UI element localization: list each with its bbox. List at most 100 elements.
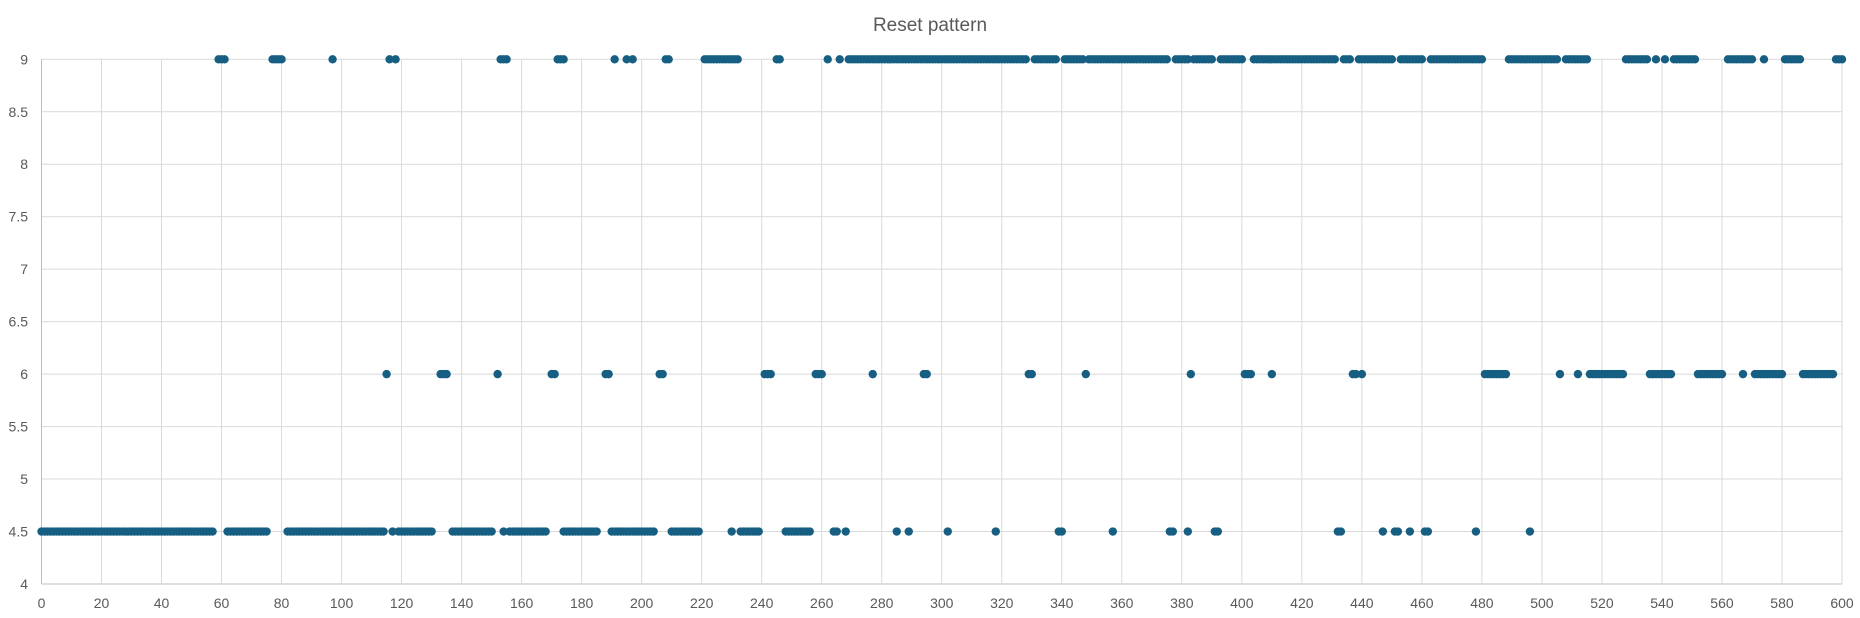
x-tick-label: 0 [38,595,46,611]
y-tick-label: 5.5 [9,419,29,435]
y-axis-ticks: 4 4.5 5 5.5 6 6.5 7 7.5 8 8.5 9 [9,51,29,592]
x-tick-label: 180 [570,595,594,611]
data-point [1207,55,1217,64]
data-point [382,369,391,379]
y-tick-label: 5 [20,471,28,487]
data-point [1618,369,1628,379]
data-point [1237,55,1247,64]
data-point [1108,527,1117,536]
data-point [379,527,388,536]
data-point [991,527,1000,536]
y-tick-label: 8 [20,156,28,172]
data-point [1660,55,1670,64]
data-point [550,369,559,379]
data-point [727,527,736,536]
data-point [388,527,397,536]
data-point [1051,55,1060,64]
y-tick-label: 4.5 [9,524,29,540]
data-point [208,527,217,536]
x-tick-label: 80 [274,595,290,611]
data-point [1651,55,1661,64]
data-point [1168,527,1178,536]
y-tick-label: 7 [20,261,28,277]
data-point [766,369,775,379]
data-point [427,527,436,536]
data-point [220,55,229,64]
y-tick-label: 6 [20,366,28,382]
data-point [823,55,832,64]
data-point [1183,527,1193,536]
x-tick-label: 60 [214,595,230,611]
data-point [775,55,784,64]
x-tick-label: 120 [390,595,414,611]
x-tick-label: 560 [1710,595,1734,611]
data-point [904,527,913,536]
data-point [442,369,451,379]
data-point [1642,55,1652,64]
data-point [604,369,613,379]
x-tick-label: 520 [1590,595,1614,611]
data-point [610,55,619,64]
data-point [694,527,703,536]
data-point [328,55,337,64]
x-tick-label: 140 [450,595,474,611]
x-tick-label: 100 [330,595,354,611]
x-tick-label: 380 [1170,595,1194,611]
data-point [1525,527,1535,536]
data-point [1666,369,1676,379]
data-point [1021,55,1030,64]
data-point [1183,55,1193,64]
data-point [385,55,394,64]
data-point [1330,55,1340,64]
data-point [1555,369,1565,379]
data-point [1405,527,1415,536]
data-point [1738,369,1748,379]
data-point [868,369,877,379]
chart-title: Reset pattern [873,15,987,36]
data-point [1162,55,1172,64]
x-tick-label: 540 [1650,595,1674,611]
data-point [1345,55,1355,64]
data-point [628,55,637,64]
data-point [622,55,631,64]
x-tick-label: 500 [1530,595,1554,611]
data-point [487,527,496,536]
data-point [1837,55,1847,64]
x-tick-label: 460 [1410,595,1434,611]
data-point [817,369,826,379]
data-point [922,369,931,379]
data-point [835,55,844,64]
data-point [1501,369,1511,379]
y-tick-label: 6.5 [9,314,29,330]
data-point [841,527,850,536]
x-tick-label: 400 [1230,595,1254,611]
data-point [1582,55,1592,64]
data-point [1186,369,1196,379]
x-tick-label: 360 [1110,595,1134,611]
x-tick-label: 600 [1830,595,1854,611]
data-point [1777,369,1787,379]
data-point [1828,369,1838,379]
data-point [541,527,550,536]
x-tick-label: 320 [990,595,1014,611]
data-point [493,369,502,379]
y-tick-label: 7.5 [9,209,29,225]
data-point [943,527,952,536]
data-points [37,55,1847,536]
data-point [892,527,901,536]
data-point [1078,55,1087,64]
data-point [592,527,601,536]
data-point [1213,527,1223,536]
data-point [1351,369,1361,379]
data-point [1357,369,1367,379]
data-point [1027,369,1036,379]
x-axis-ticks: 0 20 40 60 80 100 120 140 160 180 200 220 240 260 280 3… [38,595,1854,611]
data-point [1336,527,1346,536]
y-tick-label: 9 [20,51,28,67]
data-point [1267,369,1277,379]
x-tick-label: 160 [510,595,534,611]
data-point [1795,55,1805,64]
x-tick-label: 340 [1050,595,1074,611]
x-tick-label: 280 [870,595,894,611]
